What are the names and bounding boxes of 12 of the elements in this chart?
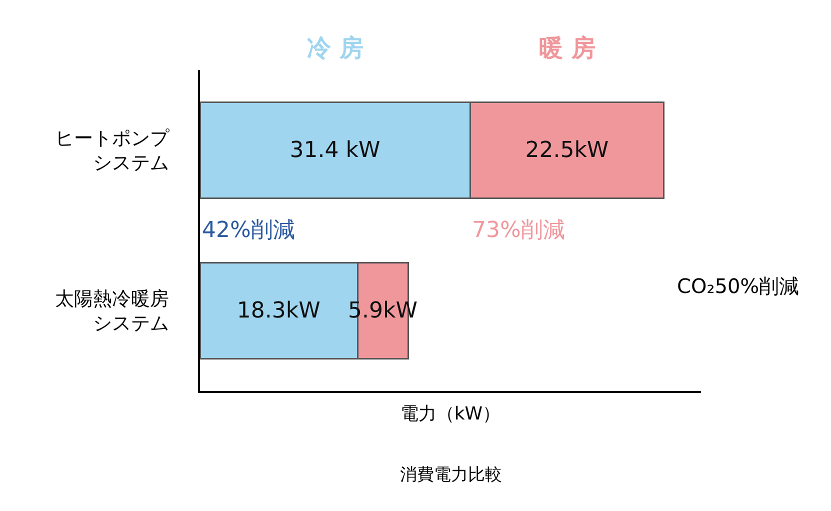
annotation: 73%削減	[472, 218, 565, 243]
series-label: 冷 房	[307, 34, 364, 62]
annotation: 42%削減	[202, 218, 295, 243]
y-tick-label: ヒートポンプシステム	[55, 128, 170, 174]
y-tick-label: 太陽熱冷暖房システム	[55, 288, 170, 335]
data-label: 22.5kW	[525, 138, 609, 163]
data-label: 18.3kW	[236, 298, 321, 324]
text: CO₂50%削減	[677, 274, 800, 298]
series-label: 暖 房	[539, 34, 596, 62]
text: 消費電力比較	[400, 465, 502, 485]
data-label: 31.4 kW	[290, 138, 380, 163]
x-axis-title: 電力（kW）	[400, 404, 501, 425]
